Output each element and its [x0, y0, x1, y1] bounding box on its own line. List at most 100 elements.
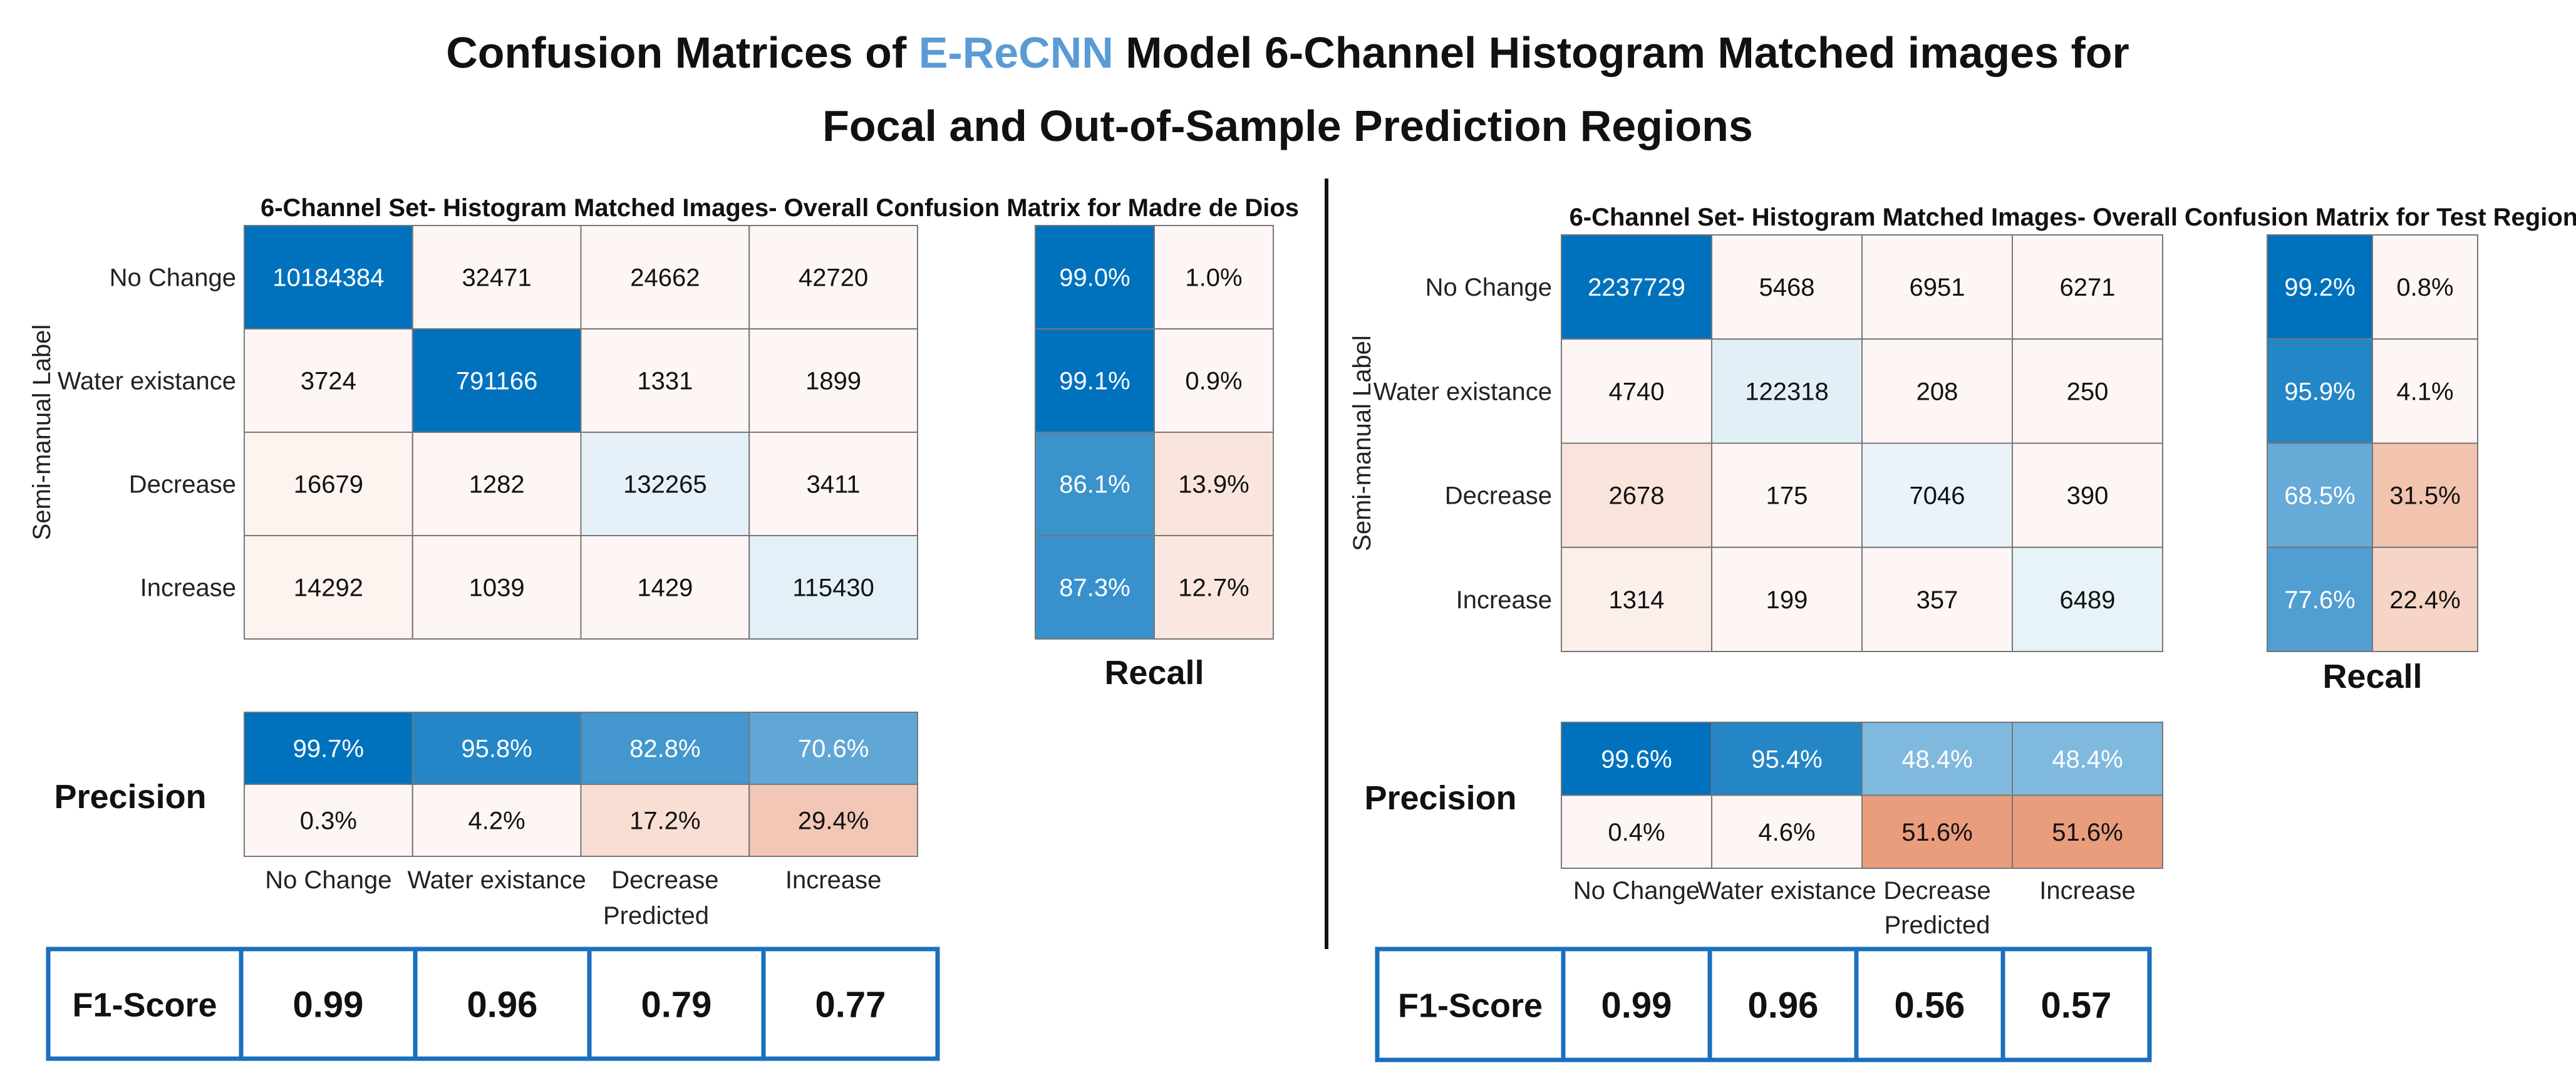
x-tick-label: Water existance: [407, 866, 586, 894]
precision-cell: [411, 712, 582, 785]
row-label: Decrease: [1445, 482, 1552, 510]
matrix-cell: [748, 328, 918, 433]
precision-cell: [580, 784, 750, 857]
recall-cell-value: 0.9%: [1185, 368, 1242, 395]
recall-cell-value: 95.9%: [2284, 378, 2355, 405]
recall-cell-value: 68.5%: [2284, 482, 2355, 510]
precision-matrix: 99.6% 95.4% 48.4% 48.4% 0.4% 4.6% 51.6% 51.6%: [1561, 722, 2163, 869]
x-axis-label: Predicted: [603, 902, 709, 930]
matrix-cell-value: 32471: [462, 264, 532, 292]
recall-cell: [1154, 432, 1274, 536]
matrix-cell-value: 1331: [637, 368, 693, 395]
recall-cell-value: 12.7%: [1178, 574, 1249, 602]
precision-cell-value: 99.7%: [293, 735, 364, 763]
row-label: Decrease: [129, 471, 236, 499]
matrix-cell: [2012, 442, 2163, 548]
row-label: No Change: [110, 264, 236, 292]
matrix-cell-value: 3724: [301, 368, 356, 395]
matrix-cell-value: 3411: [807, 471, 861, 499]
matrix-cell-value: 791166: [456, 368, 538, 395]
recall-cell: [1035, 328, 1155, 433]
recall-cell-value: 13.9%: [1178, 471, 1249, 499]
recall-matrix: 99.0% 1.0% 99.1% 0.9% 86.1% 13.9% 87.3% 12.7%: [1035, 225, 1274, 640]
matrix-cell-value: 1039: [469, 574, 525, 602]
recall-cell-value: 99.1%: [1059, 368, 1130, 395]
precision-cell-value: 95.4%: [1751, 745, 1822, 773]
matrix-cell-value: 122318: [1745, 378, 1828, 405]
matrix-cell: [748, 225, 918, 330]
recall-cell-value: 0.8%: [2396, 274, 2453, 301]
precision-cell: [580, 712, 750, 785]
recall-label: Recall: [2322, 658, 2422, 695]
matrix-cell: [748, 432, 918, 536]
recall-cell: [2267, 442, 2373, 548]
figure-title: Confusion Matrices of E-ReCNN Model 6-Ch…: [446, 28, 2129, 150]
recall-cell-value: 99.2%: [2284, 274, 2355, 301]
f1-value: 0.96: [1748, 985, 1819, 1026]
precision-cell: [1861, 722, 2013, 796]
row-label: Water existance: [1373, 378, 1552, 405]
confusion-matrix: 2237729 5468 6951 6271 4740 122318 208 250 2678 1…: [1561, 234, 2163, 652]
matrix-cell-value: 132265: [623, 471, 706, 499]
matrix-cell-value: 208: [1916, 378, 1958, 405]
matrix-cell: [411, 535, 582, 640]
precision-cell: [1711, 794, 1863, 869]
recall-cell-value: 87.3%: [1059, 574, 1130, 602]
matrix-cell-value: 357: [1916, 586, 1958, 614]
matrix-cell: [2012, 234, 2163, 340]
matrix-cell-value: 1282: [469, 471, 525, 499]
f1-table-border: [46, 947, 940, 1061]
matrix-cell: [1561, 234, 1712, 340]
precision-cell: [748, 712, 918, 785]
matrix-cell-value: 115430: [792, 574, 874, 602]
row-label: Water existance: [58, 368, 236, 395]
recall-cell-value: 22.4%: [2389, 586, 2460, 614]
recall-cell-value: 4.1%: [2396, 378, 2453, 405]
recall-cell: [1154, 225, 1274, 330]
matrix-cell: [1711, 442, 1863, 548]
precision-cell-value: 82.8%: [629, 735, 700, 763]
matrix-cell-value: 1314: [1609, 586, 1665, 614]
recall-cell: [2267, 234, 2373, 340]
f1-label: F1-Score: [1398, 987, 1543, 1025]
precision-cell-value: 48.4%: [2052, 745, 2123, 773]
x-tick-label: Water existance: [1697, 877, 1876, 905]
matrix-cell-value: 199: [1766, 586, 1808, 614]
panel-test-regions: 6-Channel Set- Histogram Matched Images-…: [1348, 204, 2576, 1062]
recall-cell-value: 86.1%: [1059, 471, 1130, 499]
precision-cell: [748, 784, 918, 857]
matrix-cell: [580, 432, 750, 536]
recall-cell: [2372, 546, 2478, 652]
f1-value: 0.77: [815, 985, 886, 1025]
matrix-cell-value: 6489: [2060, 586, 2116, 614]
matrix-cell: [244, 535, 413, 640]
confusion-matrix: 10184384 32471 24662 42720 3724 791166 1331 189…: [244, 225, 918, 640]
matrix-cell-value: 14292: [294, 574, 363, 602]
recall-cell: [1035, 535, 1155, 640]
recall-cell: [1154, 535, 1274, 640]
matrix-cell-value: 1429: [637, 574, 693, 602]
matrix-cell-value: 175: [1766, 482, 1808, 510]
row-label: Increase: [140, 574, 236, 602]
precision-cell-value: 0.3%: [300, 807, 357, 835]
precision-matrix: 99.7% 95.8% 82.8% 70.6% 0.3% 4.2% 17.2% 29.4%: [244, 712, 918, 857]
matrix-cell: [2012, 338, 2163, 444]
precision-cell: [2012, 794, 2163, 869]
matrix-cell: [1861, 234, 2013, 340]
x-tick-label: Increase: [2039, 877, 2135, 905]
f1-value: 0.79: [641, 985, 712, 1025]
y-axis-label: Semi-manual Label: [1348, 335, 1376, 551]
f1-value: 0.57: [2041, 985, 2112, 1026]
matrix-cell-value: 2678: [1609, 482, 1665, 510]
matrix-cell: [411, 328, 582, 433]
model-name-accent: E-ReCNN: [919, 28, 1114, 77]
matrix-cell: [1861, 546, 2013, 652]
matrix-cell: [748, 535, 918, 640]
x-tick-label: No Change: [1573, 877, 1700, 905]
title-line-1: Confusion Matrices of E-ReCNN Model 6-Ch…: [446, 28, 2129, 77]
matrix-cell: [2012, 546, 2163, 652]
matrix-cell-value: 6951: [1910, 274, 1965, 301]
matrix-cell-value: 1899: [805, 368, 861, 395]
f1-score-table: F1-Score 0.99 0.96 0.56 0.57: [1375, 947, 2152, 1062]
